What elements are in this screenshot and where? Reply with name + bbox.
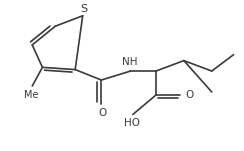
Text: O: O [185, 90, 193, 100]
Text: O: O [99, 108, 107, 118]
Text: HO: HO [124, 118, 140, 128]
Text: NH: NH [122, 57, 137, 67]
Text: S: S [80, 3, 87, 14]
Text: Me: Me [24, 90, 38, 100]
